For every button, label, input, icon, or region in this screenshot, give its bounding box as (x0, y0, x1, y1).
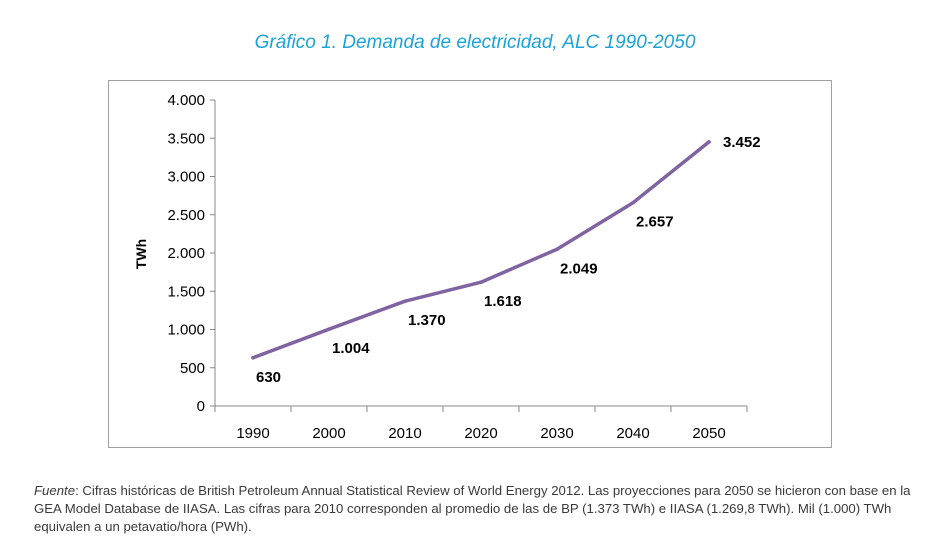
source-note: Fuente: Cifras históricas de British Pet… (34, 482, 934, 536)
y-tick-label: 2.000 (167, 245, 205, 262)
y-axis-ticks: 0 500 1.000 1.500 2.000 2.500 3.000 3.500 4.000 (167, 92, 215, 415)
y-tick-label: 0 (197, 398, 205, 415)
x-tick-label: 2000 (312, 425, 345, 442)
data-point (479, 280, 483, 285)
data-label: 1.370 (408, 312, 446, 329)
data-label: 3.452 (723, 134, 761, 151)
y-tick-label: 1.500 (167, 283, 205, 300)
source-label: Fuente (34, 483, 76, 498)
x-tick-label: 2020 (464, 425, 497, 442)
y-tick-label: 3.500 (167, 130, 205, 147)
chart-title: Gráfico 1. Demanda de electricidad, ALC … (254, 32, 696, 53)
series-line (251, 140, 711, 360)
data-label: 1.004 (332, 340, 370, 357)
y-axis-label: TWh (133, 239, 149, 269)
y-tick-label: 1.000 (167, 322, 205, 339)
data-point (631, 200, 635, 205)
data-point (707, 140, 711, 144)
source-text: : Cifras históricas de British Petroleum… (34, 483, 911, 534)
data-labels: 630 1.004 1.370 1.618 2.049 2.657 3.452 (256, 134, 761, 386)
x-tick-label: 2040 (616, 425, 649, 442)
x-tick-label: 1990 (236, 425, 269, 442)
data-point (403, 299, 407, 303)
y-tick-label: 500 (180, 360, 205, 377)
data-point (327, 327, 331, 331)
x-tick-label: 2050 (692, 425, 725, 442)
x-axis-ticks: 1990 2000 2010 2020 2030 2040 2050 (214, 406, 748, 442)
y-tick-label: 4.000 (167, 92, 205, 109)
y-tick-label: 3.000 (167, 169, 205, 186)
data-label: 2.049 (560, 260, 598, 277)
x-tick-label: 2030 (540, 425, 573, 442)
y-tick-label: 2.500 (167, 207, 205, 224)
data-label: 1.618 (484, 293, 522, 310)
chart-frame (108, 80, 832, 448)
data-point (555, 247, 559, 252)
data-label: 630 (256, 369, 281, 386)
x-tick-label: 2010 (388, 425, 421, 442)
series-group (251, 140, 711, 360)
data-label: 2.657 (636, 214, 674, 231)
chart-axes (214, 100, 747, 407)
data-point (251, 356, 255, 360)
